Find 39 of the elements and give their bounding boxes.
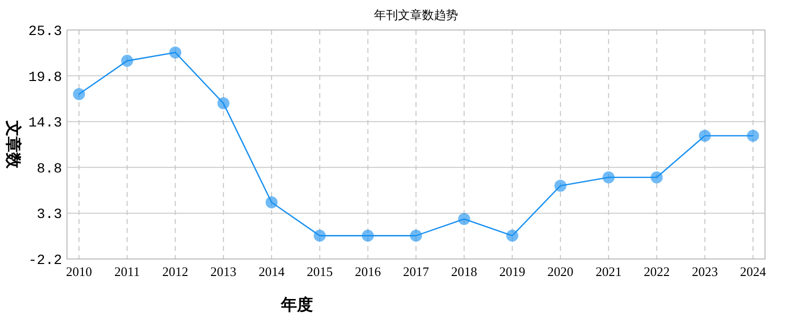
point <box>698 130 711 142</box>
x-tick-label: 2017 <box>403 264 430 279</box>
x-tick-label: 2016 <box>354 264 382 279</box>
y-tick-label: -2.2 <box>28 253 62 269</box>
point <box>458 213 470 226</box>
x-tick-label: 2014 <box>258 264 286 279</box>
point <box>650 171 663 184</box>
point <box>747 130 759 142</box>
point <box>554 180 566 192</box>
point <box>506 230 518 242</box>
x-tick-label: 2012 <box>162 264 188 279</box>
x-tick-label: 2020 <box>547 264 574 279</box>
x-tick-label: 2021 <box>596 264 622 279</box>
x-axis-title: 年度 <box>280 295 313 314</box>
y-axis-title: 文章数 <box>4 120 23 170</box>
point <box>314 230 326 242</box>
y-tick-label: 14.3 <box>28 116 62 132</box>
point <box>602 171 615 184</box>
point <box>217 97 230 110</box>
chart-title: 年刊文章数趋势 <box>374 8 458 22</box>
y-tick-label: 25.3 <box>28 24 62 40</box>
x-tick-label: 2019 <box>499 264 526 279</box>
point <box>169 46 182 58</box>
y-tick-label: 19.8 <box>28 70 62 86</box>
point <box>362 230 374 242</box>
x-tick-label: 2018 <box>451 264 478 279</box>
point <box>410 230 422 242</box>
x-tick-label: 2023 <box>692 264 718 279</box>
x-tick-label: 2010 <box>66 264 92 279</box>
y-tick-label: 8.8 <box>36 161 62 178</box>
x-tick-label: 2024 <box>740 264 766 279</box>
point <box>73 88 85 100</box>
x-tick-label: 2013 <box>210 264 236 279</box>
x-tick-label: 2011 <box>114 264 140 279</box>
point <box>266 196 278 208</box>
x-tick-label: 2022 <box>644 264 670 279</box>
point <box>121 54 134 67</box>
y-tick-label: 3.3 <box>36 207 62 224</box>
x-tick-label: 2015 <box>306 264 333 279</box>
